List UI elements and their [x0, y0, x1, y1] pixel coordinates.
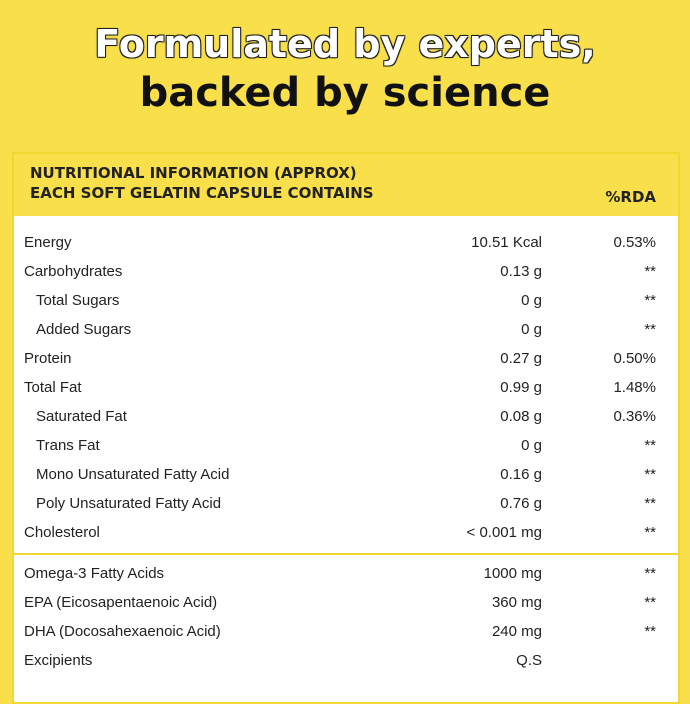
rda: 0.53% [613, 234, 656, 251]
header: Formulated by experts, backed by science [0, 0, 690, 130]
table-row: Omega-3 Fatty Acids 1000 mg ** [14, 559, 678, 588]
nutrient: Excipients [24, 652, 93, 669]
table-row: Saturated Fat 0.08 g 0.36% [14, 402, 678, 431]
table-row: Mono Unsaturated Fatty Acid 0.16 g ** [14, 460, 678, 489]
table-header: NUTRITIONAL INFORMATION (APPROX) EACH SO… [14, 154, 678, 216]
rda: 0.36% [613, 408, 656, 425]
rda: ** [644, 263, 656, 280]
nutrient: Trans Fat [36, 437, 100, 454]
nutrient: Total Sugars [36, 292, 120, 309]
nutrition-table: NUTRITIONAL INFORMATION (APPROX) EACH SO… [12, 152, 680, 704]
amount: 0.76 g [500, 495, 542, 512]
rda: ** [644, 623, 656, 640]
table-row: Total Fat 0.99 g 1.48% [14, 373, 678, 402]
headline: Formulated by experts, [94, 22, 596, 66]
amount: 0 g [521, 321, 542, 338]
table-row: Protein 0.27 g 0.50% [14, 344, 678, 373]
table-title: NUTRITIONAL INFORMATION (APPROX) [30, 164, 357, 182]
rda: 1.48% [613, 379, 656, 396]
headline: backed by science [139, 70, 551, 116]
rda: 0.50% [613, 350, 656, 367]
nutrient: Omega-3 Fatty Acids [24, 565, 165, 582]
table-row: Added Sugars 0 g ** [14, 315, 678, 344]
amount: 0 g [521, 437, 542, 454]
amount: 0 g [521, 292, 542, 309]
amount: 240 mg [491, 623, 542, 640]
rda: ** [644, 495, 656, 512]
nutrient: Added Sugars [36, 321, 132, 338]
table-row: Cholesterol < 0.001 mg ** [14, 518, 678, 547]
nutrient: DHA (Docosahexaenoic Acid) [24, 623, 221, 640]
rda: ** [644, 437, 656, 454]
amount: 1000 mg [483, 565, 542, 582]
nutrient: Saturated Fat [36, 408, 127, 425]
rda: ** [644, 565, 656, 582]
amount: 10.51 Kcal [471, 234, 542, 251]
separator [14, 553, 678, 555]
rda: ** [644, 594, 656, 611]
rda: ** [644, 524, 656, 541]
rda: ** [644, 292, 656, 309]
amount: 0.13 g [500, 263, 542, 280]
amount: 0.27 g [500, 350, 542, 367]
amount: Q.S [516, 652, 542, 669]
table-row: Carbohydrates 0.13 g ** [14, 257, 678, 286]
amount: 0.99 g [500, 379, 542, 396]
amount: < 0.001 mg [466, 524, 542, 541]
nutrient: Energy [24, 234, 72, 251]
row-group: Energy 10.51 Kcal 0.53% Carbohydrates 0.13 g… [14, 216, 678, 547]
table-row: Poly Unsaturated Fatty Acid 0.76 g ** [14, 489, 678, 518]
rda-header: %RDA [605, 188, 656, 206]
amount: 0.08 g [500, 408, 542, 425]
table-row: Energy 10.51 Kcal 0.53% [14, 228, 678, 257]
table-row: Total Sugars 0 g ** [14, 286, 678, 315]
amount: 0.16 g [500, 466, 542, 483]
table-row: DHA (Docosahexaenoic Acid) 240 mg ** [14, 617, 678, 646]
nutrient: Total Fat [24, 379, 82, 396]
table-title: EACH SOFT GELATIN CAPSULE CONTAINS [30, 184, 374, 202]
nutrient: Cholesterol [24, 524, 100, 541]
amount: 360 mg [491, 594, 542, 611]
table-row: EPA (Eicosapentaenoic Acid) 360 mg ** [14, 588, 678, 617]
table-row: Excipients Q.S [14, 646, 678, 675]
table-row: Trans Fat 0 g ** [14, 431, 678, 460]
nutrient: Protein [24, 350, 72, 367]
nutrient: Mono Unsaturated Fatty Acid [36, 466, 230, 483]
nutrient: Carbohydrates [24, 263, 123, 280]
rda: ** [644, 321, 656, 338]
nutrient: Poly Unsaturated Fatty Acid [36, 495, 222, 512]
nutrient: EPA (Eicosapentaenoic Acid) [24, 594, 218, 611]
row-group: Omega-3 Fatty Acids 1000 mg ** EPA (Eicosap… [14, 559, 678, 675]
rda: ** [644, 466, 656, 483]
